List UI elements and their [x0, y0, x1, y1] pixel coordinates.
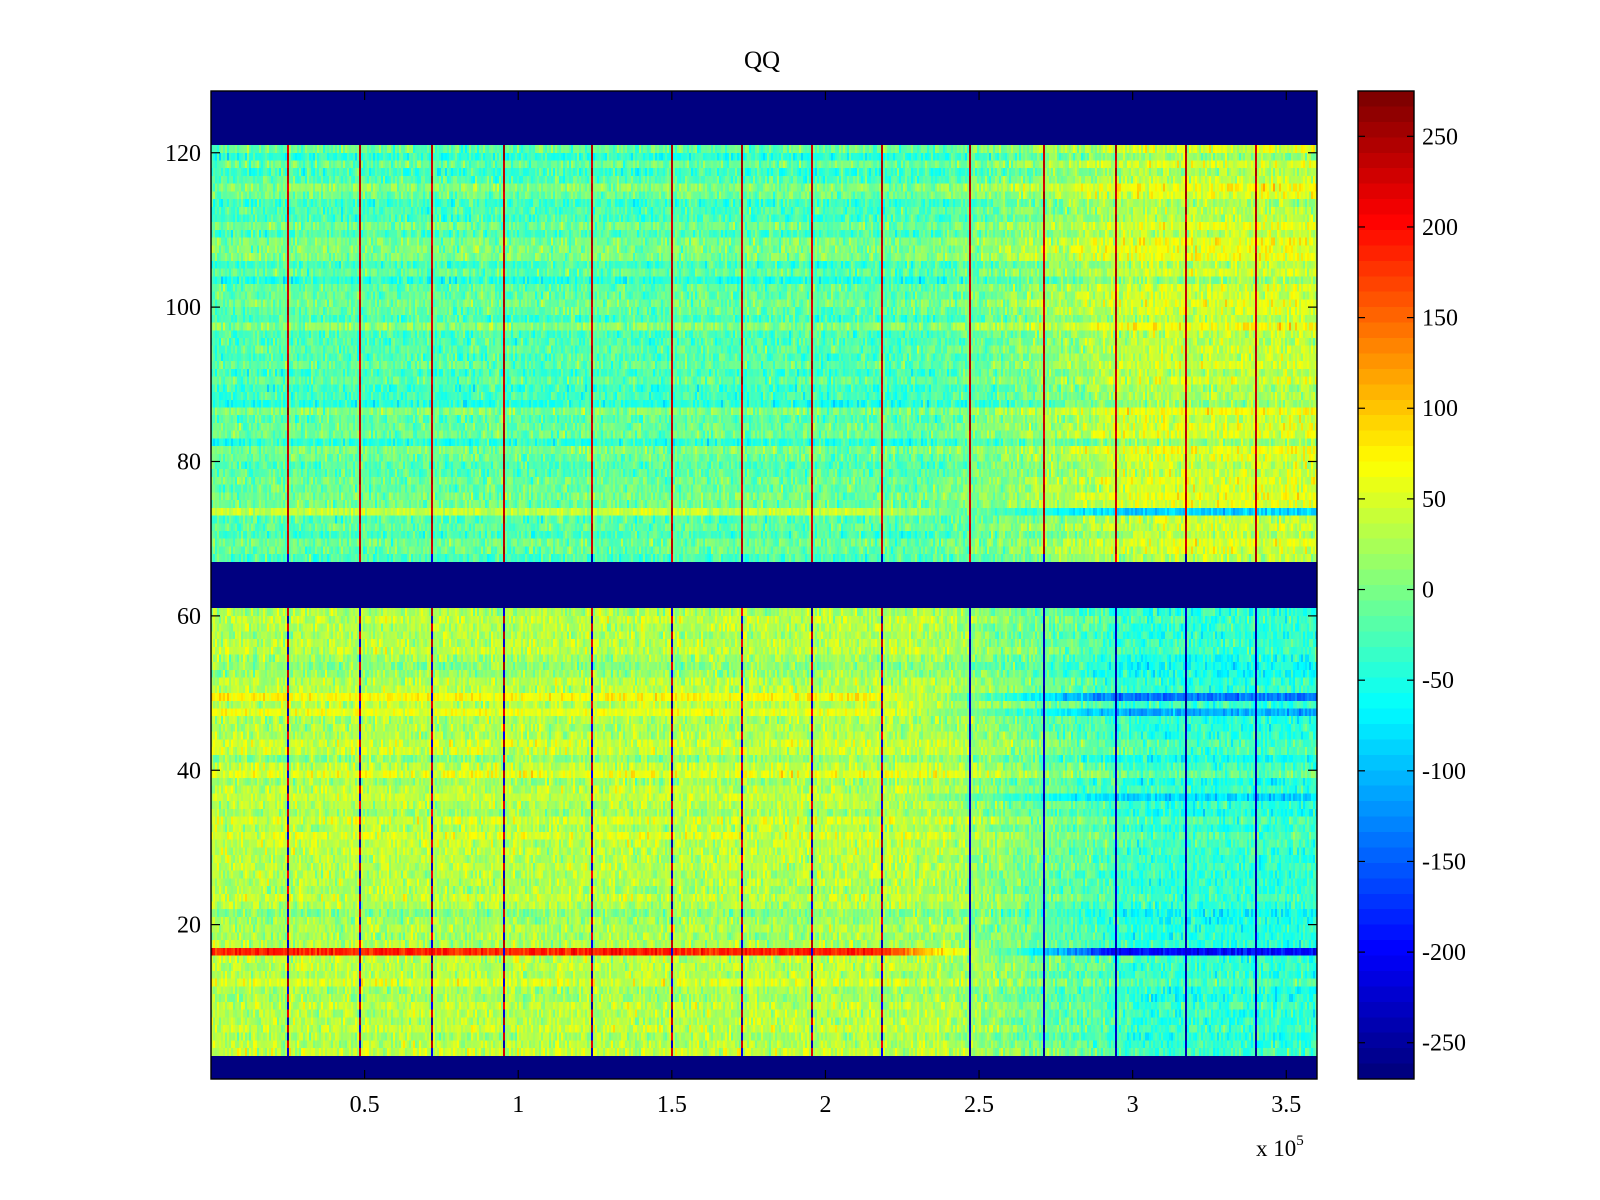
x-tick-label: 0.5 [350, 1092, 380, 1118]
y-tick-label: 60 [177, 604, 201, 630]
x-tick-label: 1 [512, 1092, 524, 1118]
colorbar-image [1358, 91, 1414, 1079]
colorbar-tick-label: 250 [1422, 124, 1458, 150]
x-tick-label: 3.5 [1271, 1092, 1301, 1118]
colorbar-tick-label: -100 [1422, 759, 1466, 785]
y-tick-label: 120 [165, 141, 201, 167]
x-tick-label: 2 [819, 1092, 831, 1118]
colorbar-tick-label: 50 [1422, 487, 1446, 513]
colorbar-tick-label: 100 [1422, 396, 1458, 422]
y-axis: 20 40 60 80 100 120 [165, 141, 201, 939]
chart-title: QQ [744, 47, 780, 74]
x-axis-multiplier: x 105 [1256, 1133, 1304, 1161]
colorbar-tick-label: -200 [1422, 940, 1466, 966]
colorbar-tick-label: -250 [1422, 1031, 1466, 1057]
x-tick-label: 3 [1127, 1092, 1139, 1118]
x-axis: 0.5 1 1.5 2 2.5 3 3.5 [350, 1092, 1302, 1118]
colorbar-axis: 250 200 150 100 50 0 -50 -100 -150 -200 -250 [1422, 124, 1466, 1056]
colorbar-tick-label: -50 [1422, 668, 1454, 694]
x-tick-label: 1.5 [657, 1092, 687, 1118]
y-tick-label: 20 [177, 913, 201, 939]
colorbar-tick-label: 200 [1422, 215, 1458, 241]
heatmap-image [211, 91, 1317, 1079]
y-tick-label: 80 [177, 450, 201, 476]
x-tick-label: 2.5 [964, 1092, 994, 1118]
colorbar-tick-label: -150 [1422, 849, 1466, 875]
colorbar-tick-label: 0 [1422, 578, 1434, 604]
x-axis-multiplier-exponent: 5 [1296, 1133, 1304, 1149]
colorbar-tick-label: 150 [1422, 306, 1458, 332]
y-tick-label: 40 [177, 758, 201, 784]
y-tick-label: 100 [165, 295, 201, 321]
x-axis-multiplier-base: x 10 [1256, 1136, 1296, 1161]
